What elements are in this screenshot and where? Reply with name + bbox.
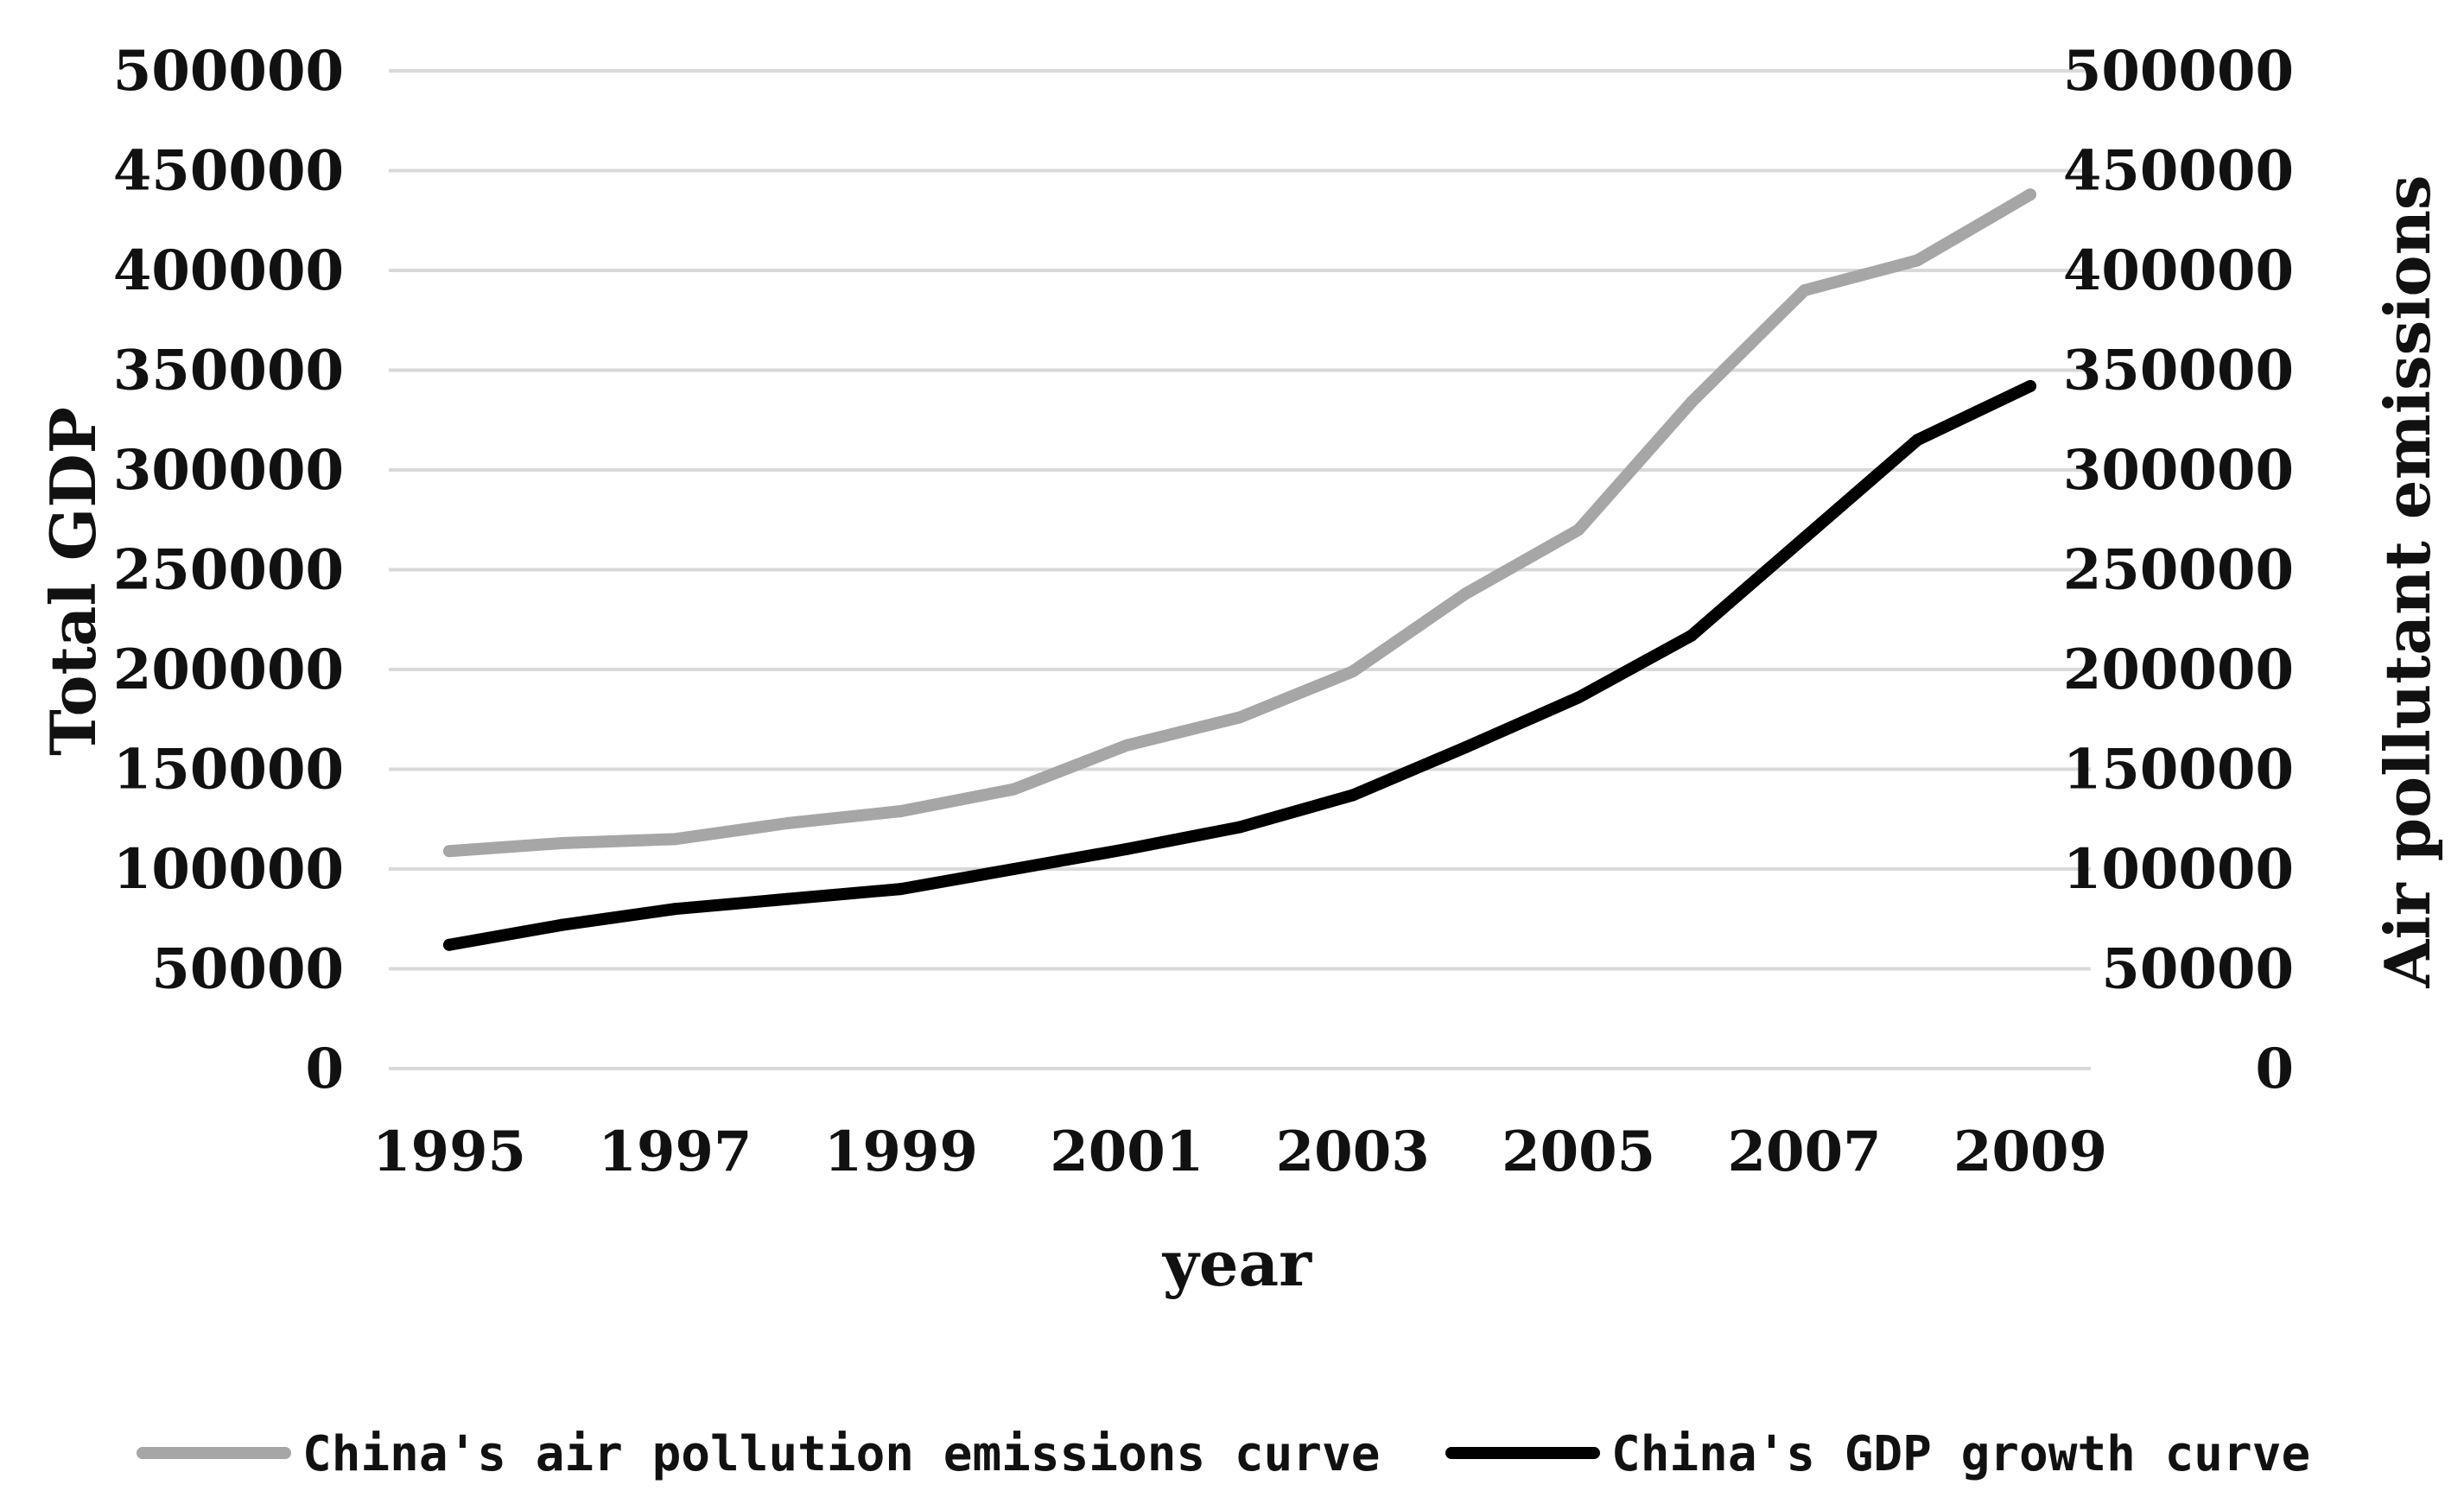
data-point [669,833,682,846]
data-point [1685,629,1698,642]
y-tick-label-left: 250000 [113,538,344,603]
data-point [669,903,682,916]
y-tick-label-right: 400000 [2063,238,2294,303]
y-tick-label-right: 150000 [2063,738,2294,803]
data-point [1911,254,1924,267]
y-tick-label-right: 250000 [2063,538,2294,603]
data-point [894,805,907,818]
data-point [443,845,455,858]
data-point [443,938,455,951]
y-tick-label-right: 0 [2255,1037,2294,1101]
data-point [1459,741,1472,754]
y-axis-right-title: Air pollutant emissions [2371,175,2444,989]
data-point [1346,789,1359,802]
data-point [1346,665,1359,678]
data-point [1234,711,1246,724]
data-point [1798,284,1811,297]
y-tick-label-right: 300000 [2063,438,2294,503]
data-point [556,918,568,931]
x-tick-label: 2003 [1276,1120,1430,1184]
y-tick-label-right: 450000 [2063,139,2294,204]
data-point [1685,396,1698,409]
gridlines [389,69,2091,1070]
legend-label-gdp: China's GDP growth curve [1611,1426,2310,1482]
y-tick-label-left: 100000 [113,837,344,902]
data-point [2024,188,2036,201]
data-point [1007,783,1020,796]
data-point [1234,821,1246,834]
y-tick-label-left: 200000 [113,638,344,702]
data-point [782,892,795,905]
data-point [1459,587,1472,600]
x-axis: 1995 1997 1999 2001 2003 2005 2007 2009 [372,1120,2107,1184]
x-tick-label: 2009 [1953,1120,2107,1184]
data-point [1121,739,1134,752]
y-axis-left-title: Total GDP [36,407,110,756]
y-tick-label-left: 400000 [113,238,344,303]
y-tick-label-left: 50000 [151,937,344,1002]
y-tick-label-left: 0 [305,1037,344,1101]
y-tick-label-left: 350000 [113,339,344,403]
series-line-air-pollution [443,188,2036,858]
data-point [1798,531,1811,544]
data-point [782,816,795,829]
legend: China's air pollution emissions curve Ch… [137,1426,2310,1482]
data-point [1572,523,1585,536]
y-tick-label-right: 500000 [2063,39,2294,104]
data-point [1572,691,1585,704]
data-point [894,883,907,896]
data-point [1007,863,1020,875]
series-lines [443,188,2036,951]
x-axis-title: year [1162,1227,1312,1300]
y-tick-label-left: 300000 [113,438,344,503]
x-tick-label: 2001 [1050,1120,1203,1184]
y-tick-label-right: 100000 [2063,837,2294,902]
x-tick-label: 2005 [1502,1120,1655,1184]
x-tick-label: 1997 [598,1120,752,1184]
data-point [556,836,568,849]
y-tick-label-left: 450000 [113,139,344,204]
y-axis-left: 0 50000 100000 150000 200000 250000 300000 3500… [113,39,344,1101]
y-tick-label-left: 500000 [113,39,344,104]
data-point [1911,434,1924,447]
y-tick-label-right: 350000 [2063,339,2294,403]
x-tick-label: 1995 [372,1120,526,1184]
y-tick-label-right: 50000 [2101,937,2294,1002]
x-tick-label: 1999 [824,1120,978,1184]
legend-label-air-pollution: China's air pollution emissions curve [302,1426,1380,1482]
data-point [2024,379,2036,392]
data-point [1121,842,1134,855]
y-axis-right: 0 50000 100000 150000 200000 250000 300000 3500… [2063,39,2294,1101]
y-tick-label-left: 150000 [113,738,344,803]
x-tick-label: 2007 [1728,1120,1882,1184]
y-tick-label-right: 200000 [2063,638,2294,702]
